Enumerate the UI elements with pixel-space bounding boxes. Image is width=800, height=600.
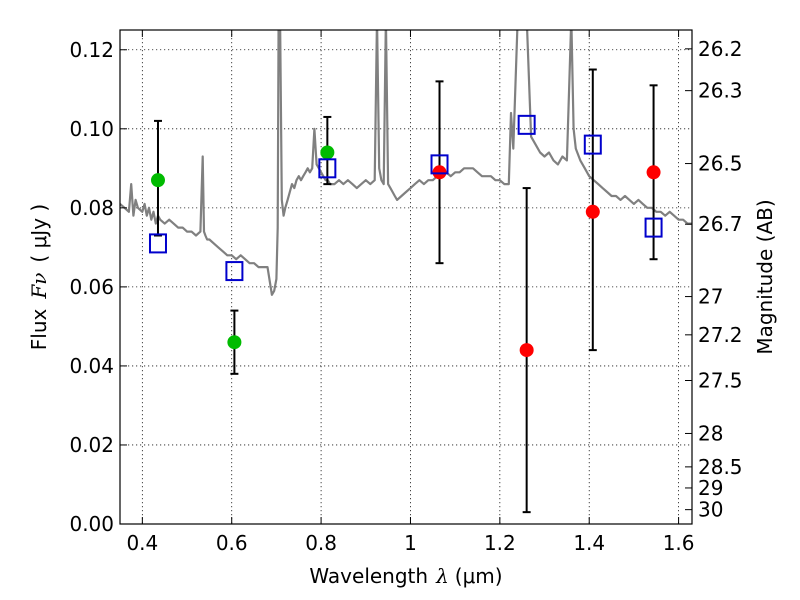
y-tick-label: 0.04 [69, 354, 114, 378]
y-axis-label: FluxFν( μJy ) [27, 204, 51, 350]
y-tick-label: 0.08 [69, 196, 114, 220]
y-tick-label: 0.10 [69, 117, 114, 141]
magnitude-tick-label: 28.5 [698, 455, 743, 479]
magnitude-tick-label: 27.2 [698, 323, 743, 347]
data-point [585, 204, 600, 219]
axis-ticks: 0.4 0.6 0.8 1 1.2 1.4 1.6 0.00 0.02 0.04 0.06 0.08 0… [69, 30, 743, 555]
model-spectrum-line [120, 30, 692, 296]
model-photometry-square [225, 261, 244, 282]
data-point [227, 335, 242, 350]
x-tick-label: 1.4 [573, 531, 605, 555]
data-point [646, 165, 661, 180]
magnitude-tick-label: 27.5 [698, 369, 743, 393]
y-tick-label: 0.06 [69, 275, 114, 299]
data-point [150, 173, 165, 188]
model-photometry-square [318, 158, 337, 179]
plot-frame [119, 29, 693, 525]
data-point [320, 145, 335, 160]
x-tick-label: 0.8 [305, 531, 337, 555]
y-tick-label: 0.02 [69, 433, 114, 457]
x-tick-label: 0.4 [126, 531, 158, 555]
model-photometry-square [644, 217, 663, 238]
magnitude-tick-label: 26.2 [698, 37, 743, 61]
y-tick-label: 0.12 [69, 38, 114, 62]
x-tick-label: 1 [404, 531, 417, 555]
data-point [519, 343, 534, 358]
magnitude-tick-label: 26.5 [698, 152, 743, 176]
magnitude-axis-label: Magnitude (AB) [753, 199, 777, 354]
magnitude-tick-label: 30 [698, 498, 723, 522]
model-photometry-square [583, 134, 602, 155]
magnitude-tick-label: 29 [698, 476, 723, 500]
plot-area [120, 30, 692, 514]
magnitude-tick-label: 26.7 [698, 212, 743, 236]
y-tick-label: 0.00 [69, 512, 114, 536]
model-photometry-square [430, 154, 449, 175]
x-axis-label: Wavelength λ (μm) [309, 564, 502, 588]
x-tick-label: 1.2 [484, 531, 516, 555]
model-photometry-square [517, 114, 536, 135]
magnitude-tick-label: 27 [698, 285, 723, 309]
x-tick-label: 1.6 [663, 531, 695, 555]
model-photometry-square [148, 233, 167, 254]
data-point [432, 165, 447, 180]
x-tick-label: 0.6 [216, 531, 248, 555]
magnitude-tick-label: 28 [698, 421, 723, 445]
magnitude-tick-label: 26.3 [698, 79, 743, 103]
